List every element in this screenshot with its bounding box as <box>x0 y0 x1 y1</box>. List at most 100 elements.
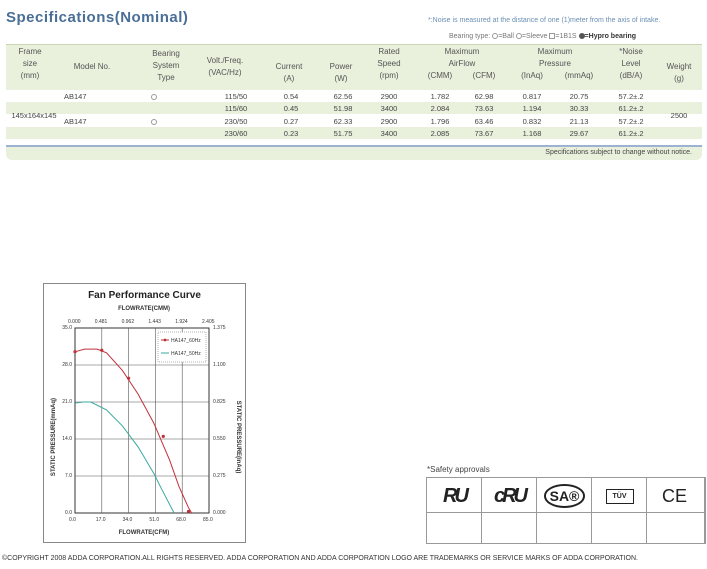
cell-cmm: 1.796 <box>430 117 450 126</box>
cell-inaq: 1.194 <box>522 104 542 113</box>
y2-tick-label: 1.100 <box>213 362 226 368</box>
series-marker <box>73 350 77 354</box>
cell-noise: 57.2±.2 <box>618 92 644 101</box>
table-header <box>6 44 702 91</box>
cell-power: 62.56 <box>333 92 353 101</box>
header-speed: Rated Speed (rpm) <box>377 47 401 80</box>
cell-speed: 2900 <box>380 117 398 126</box>
cell-mmaq: 21.13 <box>569 117 589 126</box>
series-marker <box>100 348 104 352</box>
csa-icon: SA® <box>537 482 592 510</box>
y-tick-label: 0.0 <box>65 510 72 516</box>
cell-power: 51.75 <box>333 129 353 138</box>
ce-mark-icon: CE <box>661 485 687 506</box>
header-frame-size: Frame size (mm) <box>18 47 42 80</box>
b1s-bearing-icon <box>549 33 556 40</box>
bearing-legend: Bearing type: =Ball =Sleeve =1B1S =Hypro… <box>449 33 636 40</box>
safety-approvals-table: RU cRU SA® TÜV CE <box>426 477 706 544</box>
fan-performance-chart: Fan Performance Curve FLOWRATE(CMM) FLOW… <box>43 283 246 543</box>
cell-volt: 230/50 <box>224 117 248 126</box>
cell-speed: 3400 <box>380 104 398 113</box>
weight-value: 2500 <box>670 111 688 120</box>
y-tick-label: 28.0 <box>62 362 72 368</box>
cell-cmm: 2.084 <box>430 104 450 113</box>
table-row <box>6 102 702 114</box>
y-tick-label: 14.0 <box>62 436 72 442</box>
header-current: Current (A) <box>275 62 303 83</box>
cell-mmaq: 29.67 <box>569 129 589 138</box>
x2-tick-label: 0.481 <box>94 319 108 325</box>
y2-tick-label: 1.375 <box>213 325 226 331</box>
cul-recognized-icon: cRU <box>493 484 528 507</box>
y2-tick-label: 0.550 <box>213 436 226 442</box>
legend-entry: HA147_60Hz <box>171 338 201 344</box>
x-tick-label: 34.0 <box>122 517 133 523</box>
x2-axis-label: FLOWRATE(CMM) <box>118 306 170 312</box>
cell-noise: 57.2±.2 <box>618 117 644 126</box>
header-bearing: Bearing System Type <box>152 49 180 82</box>
header-airflow: Maximum AirFlow <box>444 47 480 68</box>
cell-volt: 230/60 <box>224 129 248 138</box>
cell-mmaq: 20.75 <box>569 92 589 101</box>
table-row <box>6 127 702 139</box>
cell-cfm: 73.63 <box>474 104 494 113</box>
bearing-b1s: =1B1S <box>555 33 577 40</box>
tuv-icon: TÜV <box>592 482 647 510</box>
x2-tick-label: 0.962 <box>121 319 135 325</box>
legend-entry: HA147_50Hz <box>171 351 201 357</box>
safety-cell: CE <box>647 478 705 543</box>
page-title: Specifications(Nominal) <box>6 9 189 26</box>
safety-cell: RU <box>427 478 482 543</box>
header-airflow-cfm: (CFM) <box>472 71 496 80</box>
bearing-ball: =Ball <box>498 33 514 40</box>
header-pressure: Maximum Pressure <box>537 47 573 68</box>
header-weight: Weight (g) <box>666 62 692 83</box>
cell-volt: 115/60 <box>224 104 248 113</box>
safety-cell: SA® <box>537 478 592 543</box>
copyright-notice: ©COPYRIGHT 2008 ADDA CORPORATION.ALL RIG… <box>2 555 638 562</box>
cell-inaq: 0.817 <box>522 92 542 101</box>
cell-mmaq: 30.33 <box>569 104 589 113</box>
x-tick-label: 85.0 <box>203 517 213 523</box>
x2-tick-label: 2.405 <box>202 319 215 325</box>
series-line-HA147_60Hz <box>74 348 193 514</box>
cell-noise: 61.2±.2 <box>618 104 644 113</box>
cell-current: 0.27 <box>283 117 299 126</box>
ball-bearing-icon <box>150 92 158 101</box>
x-axis-label: FLOWRATE(CFM) <box>118 530 170 536</box>
x-tick-label: 51.0 <box>149 517 160 523</box>
chart-plot: HA147_60Hz HA147_50Hz <box>73 327 210 514</box>
chart-title: Fan Performance Curve <box>88 290 201 301</box>
header-noise: *Noise Level (dB/A) <box>619 47 643 80</box>
header-model: Model No. <box>73 62 111 71</box>
x-tick-label: 17.0 <box>95 517 106 523</box>
series-line-HA147_50Hz <box>74 401 175 514</box>
cell-cfm: 63.46 <box>474 117 494 126</box>
cell-cfm: 62.98 <box>474 92 494 101</box>
y-tick-label: 7.0 <box>65 473 72 479</box>
ul-recognized-icon: RU <box>443 484 469 507</box>
cell-speed: 2900 <box>380 92 398 101</box>
header-volt: Volt./Freq. (VAC/Hz) <box>206 56 244 77</box>
legend-box <box>157 331 207 363</box>
hypro-bearing-icon <box>578 33 585 40</box>
y-tick-label: 21.0 <box>62 399 72 405</box>
safety-cell: TÜV <box>592 478 647 543</box>
header-airflow-cmm: (CMM) <box>427 71 453 80</box>
header-pressure-mmaq: (mmAq) <box>564 71 594 80</box>
header-power: Power (W) <box>329 62 353 83</box>
frame-size-value: 145x164x145 <box>11 111 57 120</box>
bearing-hypro: =Hypro bearing <box>584 33 637 40</box>
series-marker <box>161 434 165 438</box>
bearing-legend-label: Bearing type: <box>449 33 491 40</box>
series-marker <box>127 376 131 380</box>
series-marker <box>186 509 191 514</box>
cell-current: 0.23 <box>283 129 299 138</box>
x2-tick-label: 1.924 <box>175 319 188 325</box>
table-row <box>6 90 702 102</box>
y2-tick-label: 0.000 <box>213 510 226 516</box>
header-pressure-inaq: (InAq) <box>521 71 543 80</box>
cell-power: 51.98 <box>333 104 353 113</box>
legend-marker <box>163 338 167 342</box>
sleeve-bearing-icon <box>515 33 522 40</box>
